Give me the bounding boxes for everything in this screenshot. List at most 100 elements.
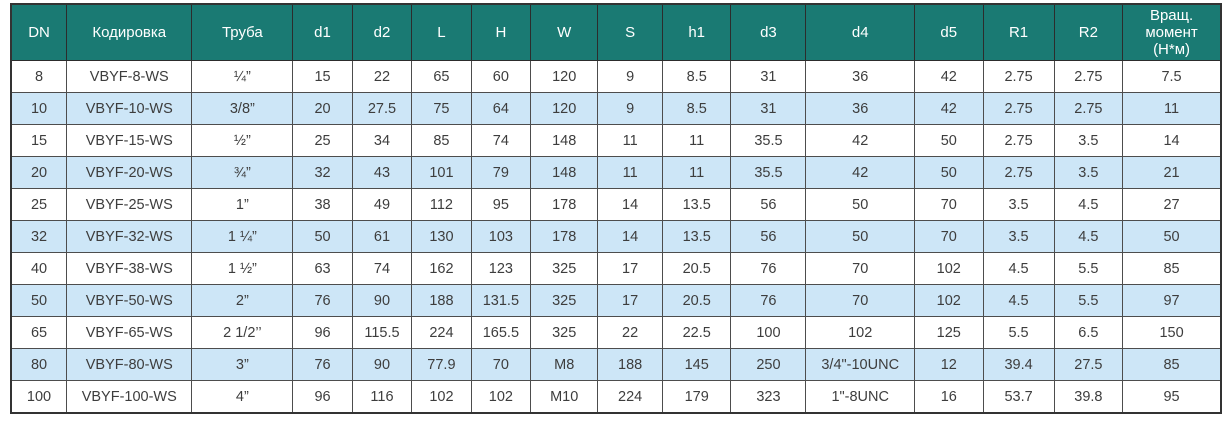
cell-torque: 50 <box>1122 220 1222 253</box>
cell-r1: 2.75 <box>982 124 1055 157</box>
column-header-truba: Труба <box>191 3 294 61</box>
cell-d2: 90 <box>351 284 413 317</box>
cell-truba: ½” <box>191 124 294 157</box>
cell-w: 120 <box>530 60 599 93</box>
cell-r2: 6.5 <box>1053 316 1124 349</box>
cell-torque: 7.5 <box>1122 60 1222 93</box>
cell-d4: 102 <box>805 316 915 349</box>
cell-kodirovka: VBYF-80-WS <box>66 348 193 381</box>
cell-h1: 20.5 <box>661 284 732 317</box>
cell-d4: 36 <box>805 60 915 93</box>
cell-kodirovka: VBYF-25-WS <box>66 188 193 221</box>
column-header-d1: d1 <box>292 3 353 61</box>
cell-truba: 4” <box>191 380 294 414</box>
cell-d1: 15 <box>292 60 353 93</box>
cell-d4: 50 <box>805 188 915 221</box>
cell-d1: 32 <box>292 156 353 189</box>
cell-d1: 38 <box>292 188 353 221</box>
cell-h1: 13.5 <box>661 220 732 253</box>
table-body: 8 VBYF-8-WS ¼” 15 22 65 60 120 9 8.5 31 36 42 2.75 2.7… <box>10 60 1222 414</box>
cell-l: 101 <box>411 156 472 189</box>
cell-w: 325 <box>530 284 599 317</box>
column-header-d5: d5 <box>914 3 984 61</box>
cell-d2: 49 <box>351 188 413 221</box>
cell-dn: 80 <box>10 348 68 381</box>
cell-r1: 4.5 <box>982 252 1055 285</box>
cell-d2: 115.5 <box>351 316 413 349</box>
cell-h: 165.5 <box>470 316 532 349</box>
cell-w: 120 <box>530 92 599 125</box>
cell-truba: 3/8” <box>191 92 294 125</box>
cell-d3: 56 <box>730 220 807 253</box>
cell-d2: 43 <box>351 156 413 189</box>
cell-d1: 63 <box>292 252 353 285</box>
cell-l: 188 <box>411 284 472 317</box>
cell-d5: 70 <box>914 220 984 253</box>
cell-h: 131.5 <box>470 284 532 317</box>
cell-w: 178 <box>530 188 599 221</box>
cell-w: 325 <box>530 252 599 285</box>
cell-kodirovka: VBYF-32-WS <box>66 220 193 253</box>
cell-d2: 22 <box>351 60 413 93</box>
cell-l: 85 <box>411 124 472 157</box>
cell-r1: 2.75 <box>982 60 1055 93</box>
table-row: 65 VBYF-65-WS 2 1/2’’ 96 115.5 224 165.5 325 22 2… <box>10 316 1222 349</box>
cell-d4: 36 <box>805 92 915 125</box>
cell-s: 17 <box>597 252 663 285</box>
cell-d3: 100 <box>730 316 807 349</box>
cell-w: 148 <box>530 124 599 157</box>
column-header-d2: d2 <box>351 3 413 61</box>
cell-torque: 150 <box>1122 316 1222 349</box>
cell-r2: 39.8 <box>1053 380 1124 414</box>
cell-d1: 76 <box>292 348 353 381</box>
cell-h1: 145 <box>661 348 732 381</box>
cell-torque: 14 <box>1122 124 1222 157</box>
cell-dn: 32 <box>10 220 68 253</box>
cell-d5: 102 <box>914 284 984 317</box>
cell-r1: 53.7 <box>982 380 1055 414</box>
cell-r2: 5.5 <box>1053 252 1124 285</box>
cell-h: 79 <box>470 156 532 189</box>
cell-s: 11 <box>597 156 663 189</box>
cell-r2: 3.5 <box>1053 124 1124 157</box>
cell-d5: 125 <box>914 316 984 349</box>
cell-d3: 323 <box>730 380 807 414</box>
cell-r2: 2.75 <box>1053 60 1124 93</box>
cell-w: M8 <box>530 348 599 381</box>
column-header-h: H <box>470 3 532 61</box>
cell-h1: 8.5 <box>661 92 732 125</box>
cell-d4: 70 <box>805 252 915 285</box>
cell-d5: 70 <box>914 188 984 221</box>
cell-r1: 3.5 <box>982 188 1055 221</box>
cell-torque: 27 <box>1122 188 1222 221</box>
cell-dn: 25 <box>10 188 68 221</box>
cell-r2: 27.5 <box>1053 348 1124 381</box>
cell-d5: 16 <box>914 380 984 414</box>
cell-l: 224 <box>411 316 472 349</box>
cell-d1: 96 <box>292 316 353 349</box>
cell-d3: 35.5 <box>730 124 807 157</box>
column-header-dn: DN <box>10 3 68 61</box>
cell-h: 123 <box>470 252 532 285</box>
cell-h1: 8.5 <box>661 60 732 93</box>
cell-d2: 34 <box>351 124 413 157</box>
column-header-torque: Вращ. момент (Н*м) <box>1122 3 1222 61</box>
column-header-kodirovka: Кодировка <box>66 3 193 61</box>
cell-s: 9 <box>597 92 663 125</box>
cell-s: 17 <box>597 284 663 317</box>
cell-r1: 5.5 <box>982 316 1055 349</box>
cell-dn: 8 <box>10 60 68 93</box>
cell-d5: 12 <box>914 348 984 381</box>
cell-h1: 22.5 <box>661 316 732 349</box>
cell-s: 11 <box>597 124 663 157</box>
column-header-d4: d4 <box>805 3 915 61</box>
cell-truba: 2” <box>191 284 294 317</box>
cell-h1: 11 <box>661 124 732 157</box>
cell-kodirovka: VBYF-50-WS <box>66 284 193 317</box>
cell-s: 9 <box>597 60 663 93</box>
cell-l: 162 <box>411 252 472 285</box>
cell-kodirovka: VBYF-20-WS <box>66 156 193 189</box>
cell-torque: 11 <box>1122 92 1222 125</box>
cell-d4: 70 <box>805 284 915 317</box>
